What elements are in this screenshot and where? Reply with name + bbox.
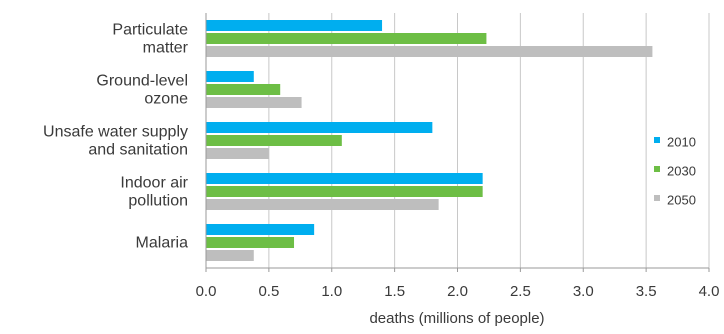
bar-2030 <box>206 84 281 95</box>
legend-swatch-2010 <box>654 137 660 143</box>
category-label-line: Indoor air <box>120 175 188 192</box>
bar-2050 <box>206 148 269 159</box>
bar-2010 <box>206 173 483 184</box>
x-tick-label: 0.0 <box>196 283 217 300</box>
category-label-line: matter <box>143 40 189 57</box>
bar-2050 <box>206 46 653 57</box>
x-tick-label: 1.5 <box>384 283 405 300</box>
category-label-line: Ground-level <box>96 73 188 90</box>
category-label: Indoor air pollution <box>120 175 188 210</box>
bar-2010 <box>206 122 433 133</box>
bar-2010 <box>206 224 315 235</box>
x-tick-label: 0.5 <box>258 283 279 300</box>
category-label: Malaria <box>136 235 189 252</box>
legend-label-2010: 2010 <box>667 134 696 149</box>
category-label-line: Malaria <box>136 235 189 252</box>
x-tick-label: 3.5 <box>636 283 657 300</box>
bar-2030 <box>206 186 483 197</box>
bar-2050 <box>206 97 302 108</box>
category-label: Particulate matter <box>112 22 188 57</box>
category-label: Ground-level ozone <box>96 73 188 108</box>
bar-2030 <box>206 237 295 248</box>
bar-2030 <box>206 135 342 146</box>
category-label-line: pollution <box>128 193 188 210</box>
bar-2050 <box>206 250 254 261</box>
bar-2010 <box>206 20 383 31</box>
legend-label-2030: 2030 <box>667 163 696 178</box>
axes <box>205 13 710 272</box>
category-label-line: Unsafe water supply <box>43 124 188 141</box>
category-labels: Particulate matter Ground-level ozone Unsafe… <box>43 22 189 252</box>
x-tick-labels: 0.0 0.5 1.0 1.5 2.0 2.5 3.0 3.5 4.0 <box>196 283 720 300</box>
bars <box>206 20 653 261</box>
x-tick-label: 1.0 <box>321 283 342 300</box>
category-label: Unsafe water supply and sanitation <box>43 124 188 159</box>
legend-label-2050: 2050 <box>667 192 696 207</box>
category-label-line: Particulate <box>112 22 188 39</box>
bar-2030 <box>206 33 487 44</box>
x-tick-label: 3.0 <box>573 283 594 300</box>
x-tick-label: 4.0 <box>699 283 720 300</box>
bar-2010 <box>206 71 254 82</box>
x-axis-title: deaths (millions of people) <box>369 310 544 327</box>
category-label-line: ozone <box>144 91 188 108</box>
legend-swatch-2030 <box>654 166 660 172</box>
x-tick-label: 2.0 <box>447 283 468 300</box>
legend-swatch-2050 <box>654 195 660 201</box>
legend: 2010 2030 2050 <box>654 134 696 207</box>
bar-2050 <box>206 199 439 210</box>
x-tick-label: 2.5 <box>510 283 531 300</box>
category-label-line: and sanitation <box>88 142 188 159</box>
